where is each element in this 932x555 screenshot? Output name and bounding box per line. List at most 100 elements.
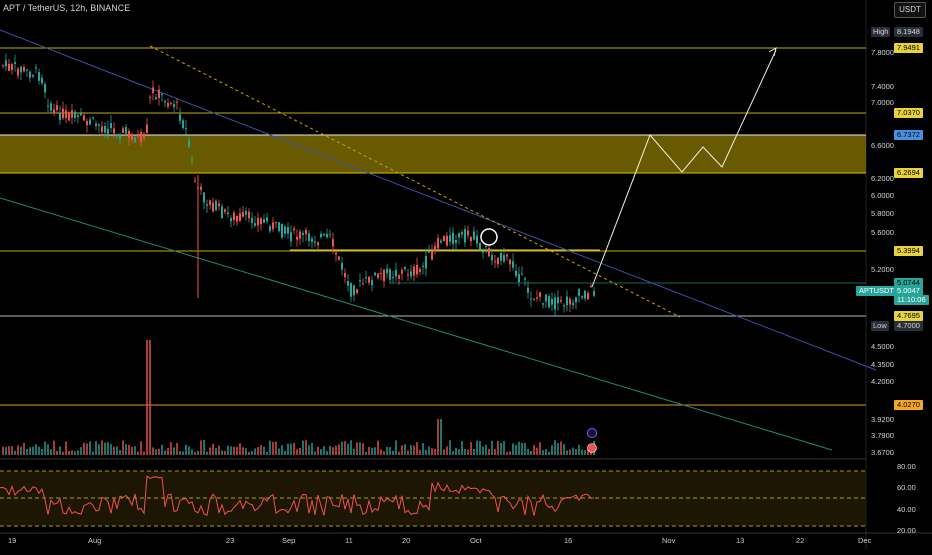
volume-bar bbox=[77, 450, 79, 455]
candle-body bbox=[8, 63, 10, 71]
earnings-icon bbox=[587, 443, 597, 453]
volume-bar bbox=[152, 447, 154, 455]
candle-body bbox=[455, 240, 457, 243]
candle-body bbox=[116, 133, 118, 137]
candle-body bbox=[569, 298, 571, 305]
volume-bar bbox=[350, 440, 352, 455]
candle-body bbox=[2, 65, 4, 67]
candle-body bbox=[38, 72, 40, 81]
candle-body bbox=[71, 110, 73, 118]
volume-bar bbox=[509, 451, 511, 455]
rsi-axis-label: 40.00 bbox=[897, 505, 916, 514]
volume-bar bbox=[185, 444, 187, 455]
candle-body bbox=[482, 251, 484, 253]
volume-bar bbox=[443, 449, 445, 455]
candle-body bbox=[287, 226, 289, 234]
candle-body bbox=[242, 211, 244, 217]
volume-bar bbox=[74, 451, 76, 455]
candle-body bbox=[398, 275, 400, 279]
candle-body bbox=[449, 235, 451, 242]
volume-bar bbox=[206, 451, 208, 455]
rsi-axis-label: 20.00 bbox=[897, 526, 916, 535]
candle-body bbox=[155, 97, 157, 100]
volume-bar bbox=[281, 445, 283, 455]
volume-bar bbox=[323, 446, 325, 455]
volume-bar bbox=[536, 447, 538, 455]
volume-bar bbox=[428, 446, 430, 455]
price-axis-label: 6.0000 bbox=[871, 191, 894, 200]
volume-bar bbox=[275, 441, 277, 455]
high-tag-label: High bbox=[871, 27, 891, 37]
volume-bar bbox=[134, 446, 136, 455]
candle-body bbox=[473, 231, 475, 240]
volume-bar bbox=[254, 448, 256, 455]
volume-bar bbox=[446, 446, 448, 455]
volume-bar bbox=[410, 445, 412, 455]
candle-body bbox=[200, 186, 202, 190]
candle-body bbox=[518, 274, 520, 283]
volume-bar bbox=[227, 445, 229, 455]
volume-bar bbox=[305, 440, 307, 455]
volume-bar bbox=[365, 451, 367, 455]
candle-body bbox=[128, 130, 130, 138]
volume-bar bbox=[401, 445, 403, 455]
candle-body bbox=[587, 292, 589, 300]
candle-body bbox=[347, 281, 349, 286]
candle-body bbox=[167, 103, 169, 107]
candle-body bbox=[416, 264, 418, 275]
volume-bar bbox=[38, 446, 40, 455]
annotation-circle bbox=[480, 228, 498, 246]
volume-bar bbox=[230, 446, 232, 455]
volume-bar bbox=[266, 451, 268, 455]
candle-body bbox=[581, 295, 583, 298]
time-axis-label: 22 bbox=[796, 536, 805, 545]
candle-body bbox=[335, 252, 337, 255]
time-axis-label: 20 bbox=[402, 536, 411, 545]
volume-bar bbox=[335, 445, 337, 455]
supply-zone bbox=[0, 135, 866, 173]
volume-bar bbox=[251, 450, 253, 455]
volume-bar bbox=[524, 442, 526, 455]
candle-body bbox=[491, 255, 493, 261]
volume-bar bbox=[59, 446, 61, 455]
volume-bar bbox=[176, 442, 178, 455]
volume-bar bbox=[14, 450, 16, 455]
candle-body bbox=[428, 251, 430, 253]
volume-bar bbox=[35, 444, 37, 455]
volume-bar bbox=[395, 440, 397, 455]
candle-body bbox=[272, 222, 274, 230]
time-axis-label: 19 bbox=[8, 536, 17, 545]
candle-body bbox=[119, 133, 121, 139]
candle-body bbox=[56, 105, 58, 111]
volume-bar bbox=[527, 448, 529, 455]
volume-bar bbox=[29, 447, 31, 455]
volume-bar bbox=[461, 441, 463, 455]
volume-bar bbox=[248, 451, 250, 455]
level-tag: 7.9491 bbox=[894, 43, 923, 53]
candle-body bbox=[380, 272, 382, 274]
candle-body bbox=[344, 272, 346, 278]
volume-bar bbox=[515, 444, 517, 455]
currency-button[interactable]: USDT bbox=[894, 2, 926, 18]
time-axis-label: Dec bbox=[858, 536, 872, 545]
candle-body bbox=[191, 159, 193, 161]
candle-body bbox=[548, 296, 550, 308]
candle-body bbox=[452, 232, 454, 244]
candle-body bbox=[566, 296, 568, 306]
volume-bar bbox=[8, 446, 10, 455]
volume-bar bbox=[26, 449, 28, 455]
price-axis-label: 3.9200 bbox=[871, 415, 894, 424]
candle-body bbox=[32, 75, 34, 77]
volume-bar bbox=[83, 442, 85, 455]
candle-body bbox=[89, 119, 91, 125]
volume-bar bbox=[23, 442, 25, 455]
candle-body bbox=[407, 274, 409, 276]
volume-bar bbox=[257, 447, 259, 455]
candle-body bbox=[299, 231, 301, 239]
volume-bar bbox=[92, 451, 94, 455]
candle-body bbox=[293, 228, 295, 231]
volume-bar bbox=[566, 450, 568, 455]
volume-bar bbox=[44, 441, 46, 455]
